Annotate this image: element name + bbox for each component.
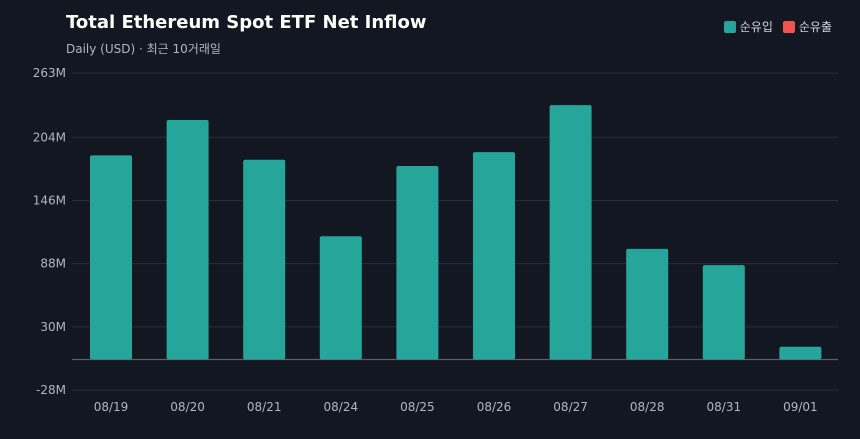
y-axis: -28M 30M 88M 146M 204M 263M <box>33 66 66 397</box>
bar-08-27[interactable] <box>549 105 592 360</box>
x-tick-label: 09/01 <box>783 400 818 414</box>
x-tick-label: 08/20 <box>170 400 205 414</box>
bar-09-01[interactable] <box>779 346 822 360</box>
bars <box>90 105 822 360</box>
chart-subtitle: Daily (USD) · 최근 10거래일 <box>66 42 221 56</box>
y-tick-label: 30M <box>40 320 66 334</box>
legend-swatch-outflow <box>782 20 795 33</box>
legend-item-outflow: 순유출 <box>782 18 832 35</box>
bar-08-19[interactable] <box>90 155 132 360</box>
x-tick-label: 08/25 <box>400 400 435 414</box>
x-tick-label: 08/27 <box>553 400 588 414</box>
y-tick-label: 204M <box>33 130 66 144</box>
y-tick-label: 88M <box>40 257 66 271</box>
bar-08-24[interactable] <box>319 236 362 360</box>
x-tick-label: 08/31 <box>707 400 742 414</box>
bar-08-25[interactable] <box>396 166 439 360</box>
x-tick-label: 08/28 <box>630 400 665 414</box>
x-tick-label: 08/26 <box>477 400 512 414</box>
bar-08-20[interactable] <box>166 119 209 360</box>
chart-legend: 순유입 순유출 <box>723 18 832 35</box>
legend-swatch-inflow <box>723 20 736 33</box>
x-tick-label: 08/21 <box>247 400 282 414</box>
bar-08-28[interactable] <box>626 248 669 360</box>
y-tick-label: -28M <box>36 383 66 397</box>
legend-item-inflow: 순유입 <box>723 18 773 35</box>
bar-08-31[interactable] <box>702 265 745 360</box>
x-tick-label: 08/19 <box>94 400 129 414</box>
x-axis: 08/19 08/20 08/21 08/24 08/25 08/26 08/27 08/28… <box>94 400 818 414</box>
bar-08-26[interactable] <box>473 152 515 360</box>
chart-title: Total Ethereum Spot ETF Net Inflow <box>66 12 427 33</box>
bar-08-21[interactable] <box>243 159 286 360</box>
y-tick-label: 146M <box>33 193 66 207</box>
y-tick-label: 263M <box>33 66 66 80</box>
x-tick-label: 08/24 <box>324 400 359 414</box>
legend-label-inflow: 순유입 <box>739 20 773 34</box>
legend-label-outflow: 순유출 <box>798 20 832 34</box>
